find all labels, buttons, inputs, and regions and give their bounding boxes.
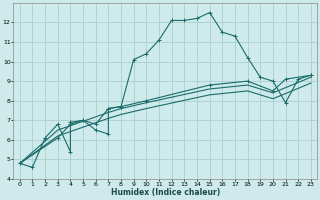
X-axis label: Humidex (Indice chaleur): Humidex (Indice chaleur) <box>111 188 220 197</box>
